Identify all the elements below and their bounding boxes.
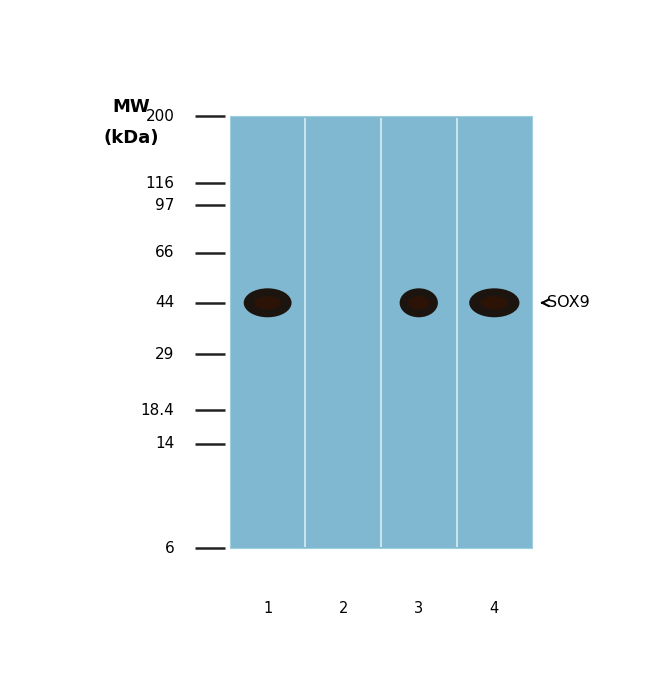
Text: 44: 44 [155,295,174,311]
Text: 1: 1 [263,601,272,616]
Text: 29: 29 [155,347,174,362]
Text: SOX9: SOX9 [547,295,590,311]
Ellipse shape [480,296,508,309]
Text: 4: 4 [489,601,499,616]
Text: 14: 14 [155,436,174,451]
Text: MW: MW [112,98,151,116]
Text: 3: 3 [414,601,423,616]
Text: 97: 97 [155,198,174,213]
Text: 66: 66 [155,246,174,261]
Ellipse shape [469,289,519,317]
Text: (kDa): (kDa) [104,129,159,148]
Ellipse shape [255,296,281,309]
Ellipse shape [244,289,292,317]
Text: 2: 2 [339,601,348,616]
Text: 200: 200 [146,109,174,124]
Bar [230,116,532,548]
Text: 6: 6 [164,540,174,555]
Text: 116: 116 [146,176,174,191]
Ellipse shape [400,289,438,317]
Ellipse shape [408,296,429,309]
Text: 18.4: 18.4 [140,403,174,418]
